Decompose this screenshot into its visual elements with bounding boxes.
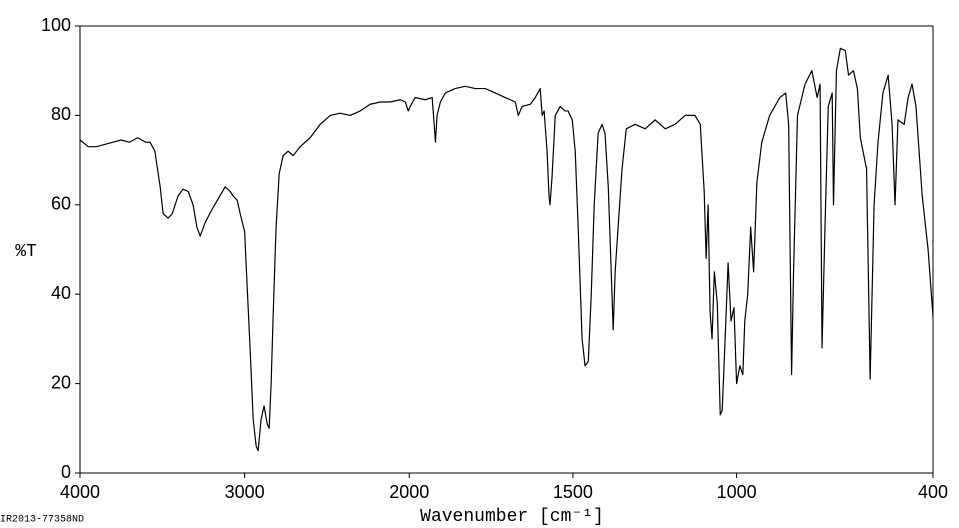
x-tick-label: 1000 (717, 482, 757, 502)
x-tick-label: 4000 (60, 482, 100, 502)
footnote: IR2013-77358ND (0, 515, 84, 526)
y-tick-label: 60 (51, 194, 71, 214)
y-tick-label: 0 (61, 462, 71, 482)
x-tick-label: 400 (918, 482, 948, 502)
x-tick-label: 3000 (225, 482, 265, 502)
x-axis-label: Wavenumber [cm⁻¹] (420, 507, 604, 527)
y-tick-label: 80 (51, 104, 71, 124)
spectrum-line (79, 47, 934, 452)
y-tick-label: 100 (41, 15, 71, 35)
y-axis-label: %T (15, 242, 37, 262)
plot-frame (79, 25, 934, 474)
y-tick-label: 40 (51, 283, 71, 303)
x-tick-label: 2000 (389, 482, 429, 502)
x-tick-label: 1500 (553, 482, 593, 502)
y-tick-label: 20 (51, 372, 71, 392)
